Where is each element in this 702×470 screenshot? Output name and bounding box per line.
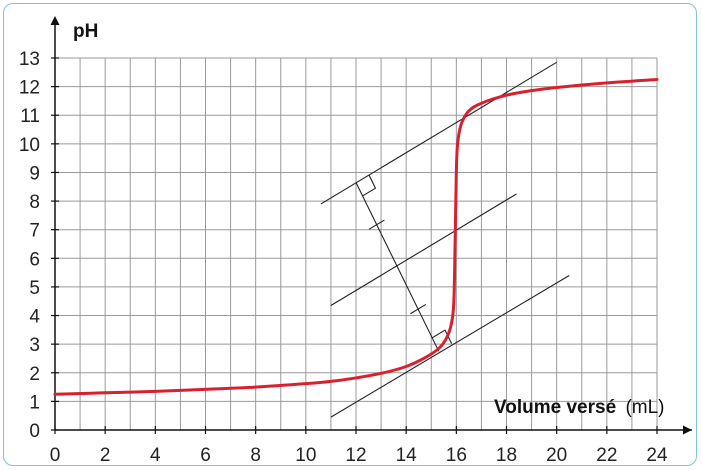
tangent-construction (320, 61, 570, 418)
y-tick-label: 8 (29, 192, 40, 213)
x-tick-label: 12 (345, 445, 366, 466)
y-tick-label: 0 (29, 421, 40, 442)
x-axis-arrow (683, 425, 692, 435)
x-axis-label: Volume versé (mL) (494, 397, 665, 418)
x-tick-label: 8 (250, 445, 261, 466)
y-tick-label: 13 (19, 49, 40, 70)
y-tick-label: 9 (29, 163, 40, 184)
right-angle-marker-top (362, 174, 377, 197)
x-axis-label-unit: (mL) (625, 397, 664, 418)
y-axis-arrow (50, 16, 60, 25)
y-tick-label: 4 (29, 307, 40, 328)
x-tick-label: 16 (446, 445, 467, 466)
x-tick-label: 22 (596, 445, 617, 466)
x-tick-label: 4 (150, 445, 161, 466)
x-tick-label: 20 (546, 445, 567, 466)
y-axis-label: pH (73, 21, 98, 42)
y-tick-label: 2 (29, 364, 40, 385)
x-tick-label: 14 (396, 445, 418, 466)
y-tick-label: 5 (29, 278, 40, 299)
x-tick-label: 18 (496, 445, 517, 466)
series-layer (53, 77, 659, 396)
y-tick-label: 1 (29, 392, 40, 413)
x-axis-label-main: Volume versé (494, 397, 616, 418)
x-tick-label: 2 (100, 445, 111, 466)
perpendicular-segment (355, 182, 440, 352)
tangent-line (320, 61, 557, 205)
x-tick-label: 24 (646, 445, 668, 466)
y-tick-label: 12 (19, 78, 40, 99)
tangent-line (330, 193, 517, 306)
y-tick-label: 7 (29, 221, 40, 242)
equal-length-tick (368, 219, 385, 230)
y-tick-label: 3 (29, 335, 40, 356)
ph-curve (53, 77, 659, 396)
x-tick-label: 10 (295, 445, 316, 466)
y-tick-label: 6 (29, 249, 40, 270)
equal-length-tick (410, 303, 427, 315)
grid (54, 57, 658, 431)
axes (50, 16, 692, 435)
right-angle-marker-bottom (431, 329, 453, 344)
y-tick-label: 10 (19, 135, 40, 156)
y-tick-label: 11 (20, 106, 40, 127)
x-tick-label: 0 (50, 445, 61, 466)
tangent-line (330, 275, 570, 418)
x-tick-label: 6 (200, 445, 211, 466)
